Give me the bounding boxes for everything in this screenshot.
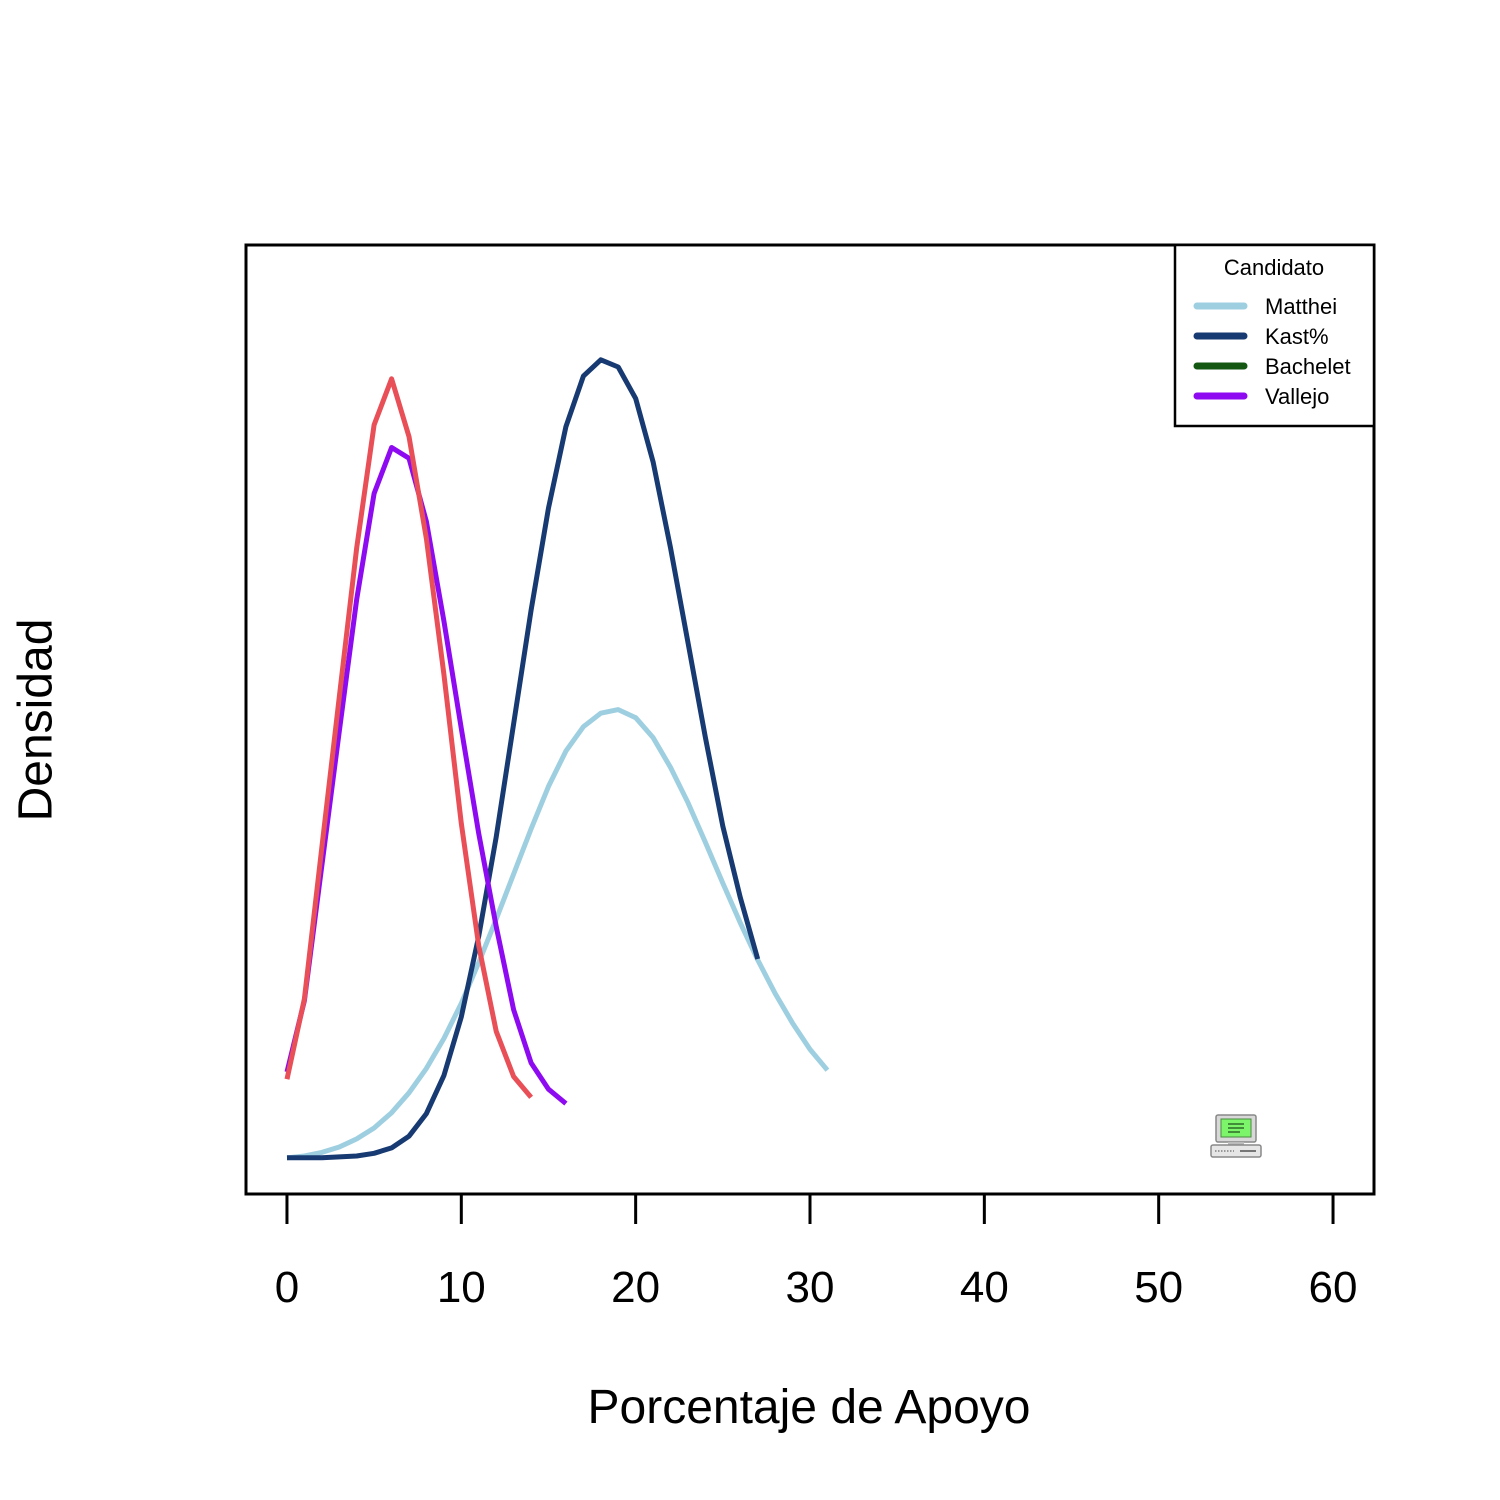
x-tick-label: 20 xyxy=(611,1263,660,1312)
x-tick-label: 30 xyxy=(786,1263,835,1312)
legend-label: Bachelet xyxy=(1265,354,1351,379)
legend-title: Candidato xyxy=(1224,255,1324,280)
series-layer xyxy=(284,357,830,1161)
x-tick-label: 0 xyxy=(275,1263,299,1312)
series-line-2 xyxy=(287,357,761,1161)
series-line-4 xyxy=(284,376,534,1099)
x-tick-label: 40 xyxy=(960,1263,1009,1312)
x-axis-title: Porcentaje de Apoyo xyxy=(587,1381,1031,1434)
series-line-1 xyxy=(286,707,830,1161)
x-tick-label: 50 xyxy=(1134,1263,1183,1312)
x-axis: 0 10 20 30 40 50 60 xyxy=(275,1192,1358,1312)
legend-entries: Matthei Kast% Bachelet Vallejo xyxy=(1193,294,1351,409)
legend: Candidato Matthei Kast% Bachelet Vallejo xyxy=(1173,243,1376,428)
legend-label: Matthei xyxy=(1265,294,1337,319)
y-axis-title: Densidad xyxy=(9,618,63,822)
legend-label: Vallejo xyxy=(1265,384,1329,409)
series-line-3 xyxy=(284,445,568,1106)
legend-label: Kast% xyxy=(1265,324,1329,349)
x-tick-label: 60 xyxy=(1309,1263,1358,1312)
x-tick-label: 10 xyxy=(437,1263,486,1312)
computer-icon xyxy=(1210,1114,1262,1158)
